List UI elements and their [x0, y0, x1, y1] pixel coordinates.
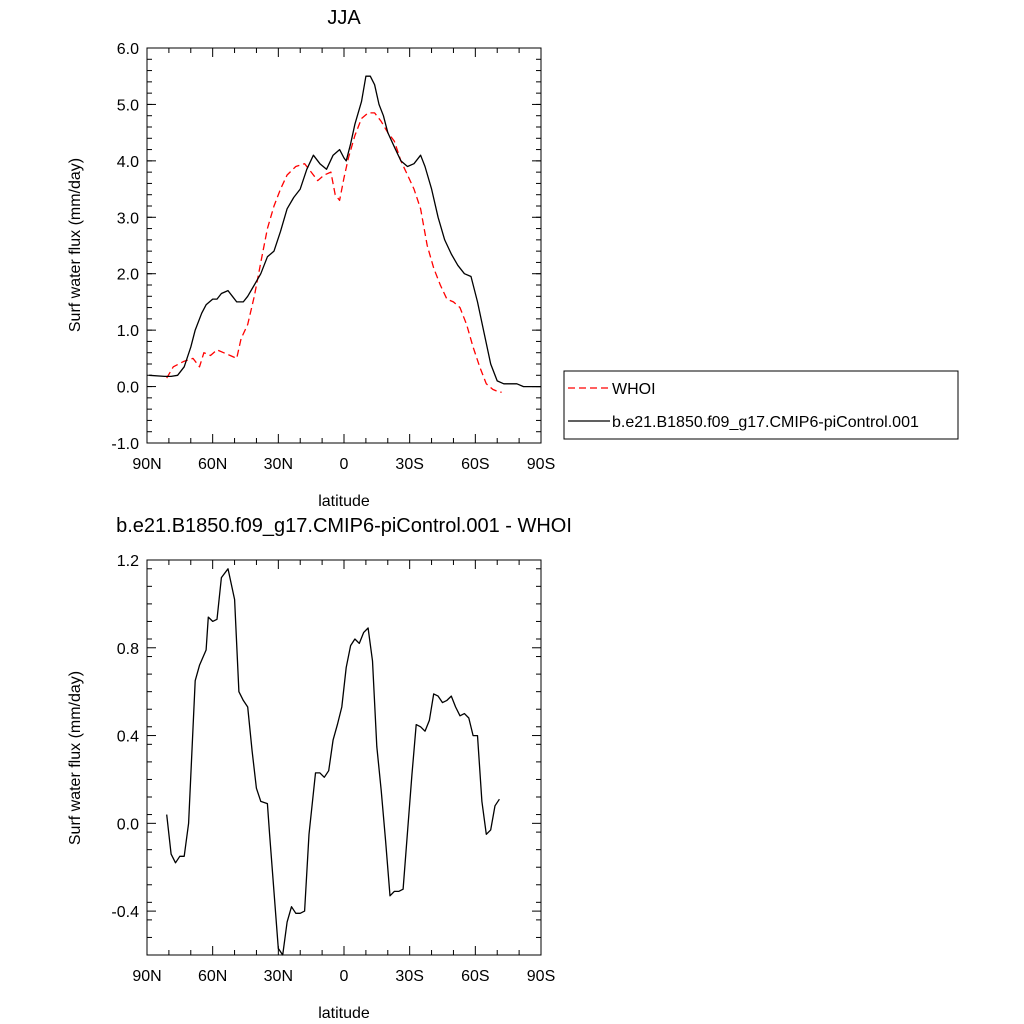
series-lines — [149, 75, 541, 393]
y-tick-label: 0.8 — [117, 641, 139, 658]
axes: 90N 60N 30N 0 30S 60S 90S -0.4 0.0 0.4 0.8 1.2 — [111, 553, 555, 985]
x-tick-label: 90N — [132, 968, 161, 985]
series-lines — [166, 568, 500, 956]
y-tick-label: 6.0 — [117, 41, 139, 58]
x-tick-label: 0 — [340, 456, 349, 473]
y-tick-label: -1.0 — [111, 436, 139, 453]
x-tick-label: 60N — [198, 456, 227, 473]
y-tick-label: 5.0 — [117, 97, 139, 114]
x-tick-label: 30S — [395, 968, 423, 985]
y-tick-label: 0.0 — [117, 816, 139, 833]
series-line-0 — [166, 568, 500, 956]
y-axis-title: Surf water flux (mm/day) — [67, 671, 84, 845]
y-tick-label: -0.4 — [111, 904, 139, 921]
chart-title: JJA — [327, 7, 361, 29]
y-tick-label: 2.0 — [117, 267, 139, 284]
chart-title: b.e21.B1850.f09_g17.CMIP6-piControl.001 … — [116, 515, 572, 537]
x-tick-label: 60S — [461, 968, 489, 985]
x-tick-label: 60N — [198, 968, 227, 985]
series-line-0 — [166, 112, 502, 393]
x-tick-label: 90S — [527, 968, 555, 985]
x-tick-label: 90S — [527, 456, 555, 473]
y-tick-label: 3.0 — [117, 210, 139, 227]
x-tick-label: 30N — [264, 456, 293, 473]
chart-bottom: b.e21.B1850.f09_g17.CMIP6-piControl.001 … — [67, 515, 572, 1022]
x-tick-label: 30S — [395, 456, 423, 473]
chart-top: JJA Surf water flux (mm/day) latitude 90… — [67, 7, 555, 510]
y-axis-title: Surf water flux (mm/day) — [67, 158, 84, 332]
legend-entry-whoi: WHOI — [612, 381, 656, 398]
y-tick-label: 4.0 — [117, 154, 139, 171]
plot-frame — [146, 559, 542, 956]
legend: WHOI b.e21.B1850.f09_g17.CMIP6-piControl… — [563, 370, 959, 440]
y-tick-label: 1.2 — [117, 553, 139, 570]
x-tick-label: 60S — [461, 456, 489, 473]
legend-box — [563, 370, 959, 440]
y-tick-label: 0.4 — [117, 729, 139, 746]
x-axis-title: latitude — [318, 1005, 370, 1022]
axes: 90N 60N 30N 0 30S 60S 90S -1.0 0.0 1.0 2.0 3.0 4.0 5.… — [111, 41, 555, 473]
y-tick-label: 0.0 — [117, 380, 139, 397]
y-tick-label: 1.0 — [117, 323, 139, 340]
x-tick-label: 90N — [132, 456, 161, 473]
plot-frame — [146, 47, 542, 444]
x-axis-title: latitude — [318, 493, 370, 510]
series-line-1 — [149, 75, 541, 388]
x-tick-label: 0 — [340, 968, 349, 985]
x-tick-label: 30N — [264, 968, 293, 985]
legend-entry-model: b.e21.B1850.f09_g17.CMIP6-piControl.001 — [612, 414, 919, 431]
